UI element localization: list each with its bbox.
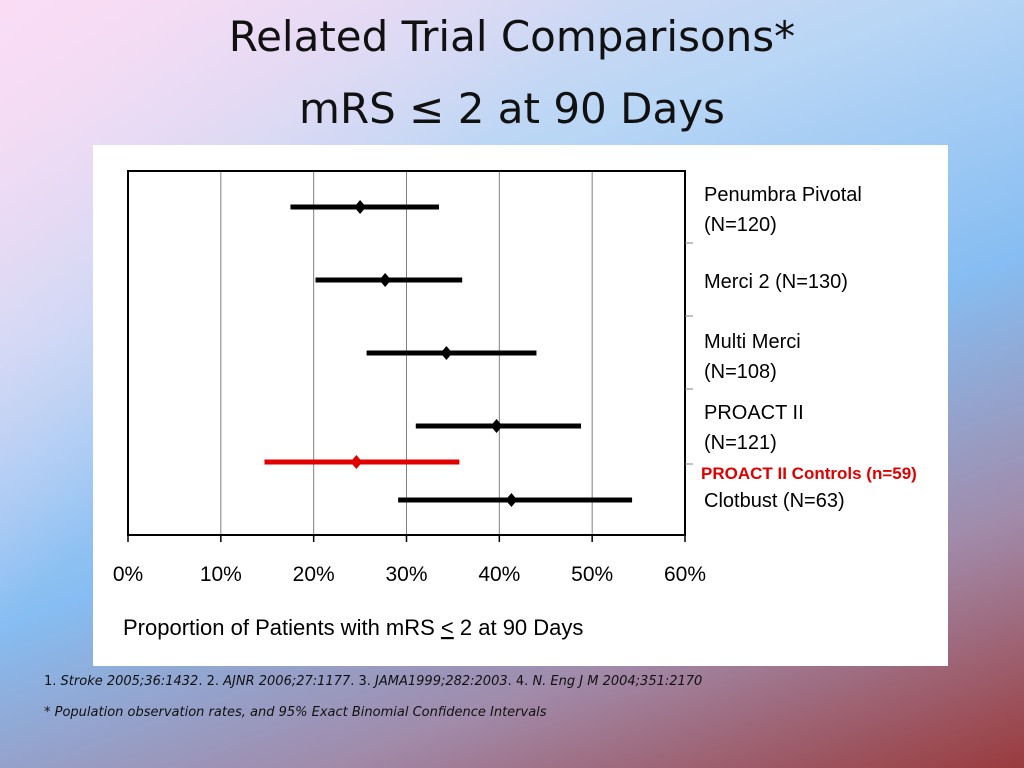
series-label-4: PROACT II Controls (n=59) [701,464,917,483]
ref-2-sep: . [350,674,359,689]
x-tick-label-10: 10% [200,563,242,586]
point-estimate-5 [505,493,518,507]
point-estimate-0 [354,200,367,214]
ref-1: Stroke 2005;36:1432 [60,674,199,689]
x-axis-title-text: Proportion of Patients with mRS [123,615,441,640]
x-tick-label-20: 20% [293,563,335,586]
slide-subtitle: mRS ≤ 2 at 90 Days [299,84,725,133]
x-tick-label-40: 40% [478,563,520,586]
references: 1. Stroke 2005;36:1432. 2. AJNR 2006;27:… [44,674,702,689]
point-estimate-1 [379,273,392,287]
point-estimate-4 [350,455,363,469]
series-label-0: Penumbra Pivotal [704,184,862,206]
ref-3-num: 3. [358,674,376,689]
ref-4: N. Eng J M 2004;351:2170 [532,674,703,689]
x-axis-title-suffix: 2 at 90 Days [454,615,584,640]
forest-plot: 0% 10% 20% 30% 40% 50% 60% Penumbra Pivotal (N=1… [113,170,917,640]
ref-4-num: 4. [515,674,533,689]
point-estimate-2 [440,346,453,360]
ref-1-sep: . [198,674,207,689]
series-label-2-line2: (N=108) [704,361,777,383]
x-tick-label-50: 50% [571,563,613,586]
ref-1-num: 1. [44,674,61,689]
ref-3-sep: . [507,674,516,689]
series-label-2: Multi Merci [704,331,801,353]
slide-title: Related Trial Comparisons* [228,12,796,61]
x-tick-label-0: 0% [113,563,143,586]
series-label-1: Merci 2 (N=130) [704,271,848,293]
x-tick-label-60: 60% [664,563,706,586]
x-axis-title-symbol: < [441,615,454,640]
point-estimate-3 [490,419,503,433]
ref-2-num: 2. [206,674,224,689]
x-tick-label-30: 30% [385,563,427,586]
series-label-3-line2: (N=121) [704,432,777,454]
ref-2: AJNR 2006;27:1177 [223,674,351,689]
series-label-3: PROACT II [704,402,804,424]
x-axis-title: Proportion of Patients with mRS < 2 at 9… [123,615,583,640]
series-label-0-line2: (N=120) [704,214,777,236]
ref-3: JAMA1999;282:2003 [375,674,508,689]
chart-panel: 0% 10% 20% 30% 40% 50% 60% Penumbra Pivotal (N=1… [93,145,948,666]
series-label-5: Clotbust (N=63) [704,490,845,512]
footnote-note: * Population observation rates, and 95% … [44,705,547,720]
